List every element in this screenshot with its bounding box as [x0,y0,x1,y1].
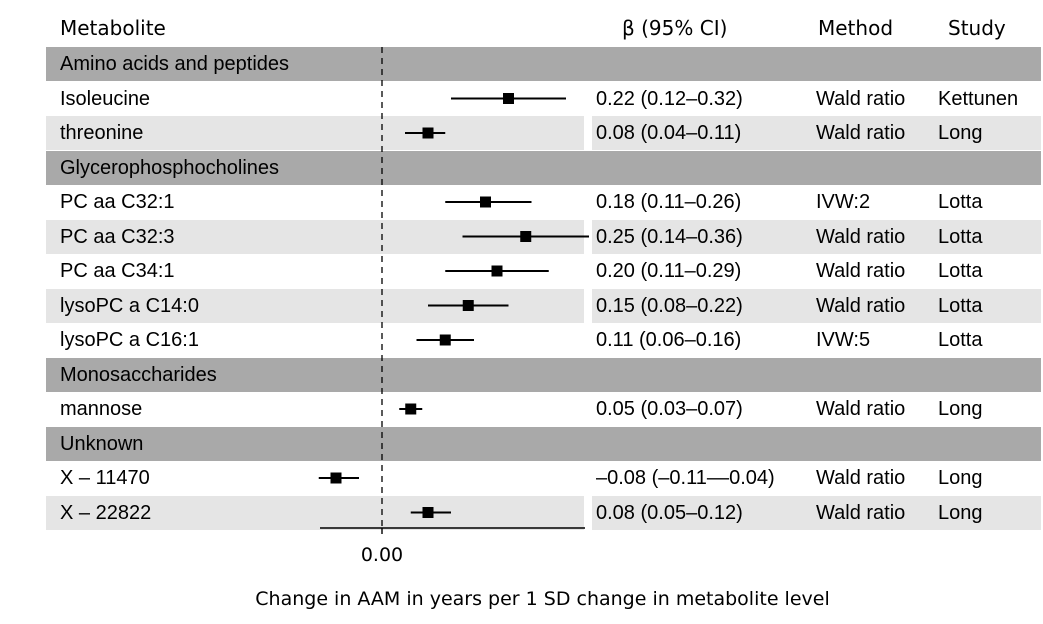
table-row: mannose 0.05 (0.03–0.07) Wald ratio Long [46,392,1041,426]
point-estimate [422,507,434,518]
beta-ci-text: 0.08 (0.05–0.12) [596,501,743,524]
group-row: Glycerophosphocholines [46,150,1041,185]
study-text: Long [938,398,983,420]
study-text: Lotta [938,225,983,248]
method-text: Wald ratio [816,398,906,420]
metabolite-label: lysoPC a C16:1 [60,329,199,351]
group-label: Glycerophosphocholines [60,156,280,179]
metabolite-label: mannose [60,398,143,420]
group-label: Amino acids and peptides [60,53,290,75]
table-row: PC aa C34:1 0.20 (0.11–0.29) Wald ratio Lot… [46,254,1041,288]
method-text: Wald ratio [816,87,906,110]
beta-ci-text: 0.18 (0.11–0.26) [596,191,742,213]
method-text: Wald ratio [816,260,906,282]
point-estimate [439,334,451,346]
method-text: IVW:5 [816,329,871,351]
beta-ci-text: 0.11 (0.06–0.16) [596,329,742,351]
row-band [592,495,1041,530]
beta-ci-text: 0.15 (0.08–0.22) [596,294,743,317]
metabolite-label: X – 22822 [60,501,152,524]
point-estimate [503,93,514,104]
metabolite-label: Isoleucine [60,87,151,110]
group-label: Monosaccharides [60,363,217,386]
metabolite-label: PC aa C34:1 [60,260,175,282]
beta-ci-text: 0.25 (0.14–0.36) [596,225,743,248]
metabolite-label: threonine [60,122,144,144]
beta-ci-text: 0.20 (0.11–0.29) [596,260,742,282]
group-row: Monosaccharides [46,357,1041,392]
table-row: PC aa C32:3 0.25 (0.14–0.36) Wald ratio Lot… [46,219,1041,254]
metabolite-label: PC aa C32:1 [60,191,175,213]
header-beta: β (95% CI) [622,16,728,40]
method-text: Wald ratio [816,501,906,524]
point-estimate [330,472,342,484]
header-study: Study [948,16,1006,40]
beta-ci-text: 0.22 (0.12–0.32) [596,87,743,110]
row-band [592,116,1041,150]
group-row: Amino acids and peptides [46,47,1041,81]
study-text: Long [938,122,983,144]
study-text: Lotta [938,260,983,282]
study-text: Long [938,467,983,489]
point-estimate [405,403,417,415]
method-text: Wald ratio [816,294,906,317]
row-band [592,288,1041,323]
table-row: Isoleucine 0.22 (0.12–0.32) Wald ratio Kett… [46,82,1041,116]
study-text: Kettunen [938,87,1019,110]
group-label: Unknown [60,432,144,455]
metabolite-label: PC aa C32:3 [60,225,175,248]
x-axis-title: Change in AAM in years per 1 SD change i… [255,588,830,610]
study-text: Lotta [938,294,983,317]
method-text: IVW:2 [816,191,871,213]
point-estimate [491,265,503,277]
table-row: X – 11470 –0.08 (–0.11––0.04) Wald ratio Lo… [46,461,1041,495]
study-text: Lotta [938,329,983,351]
beta-ci-text: 0.08 (0.04–0.11) [596,122,742,144]
table-row: X – 22822 0.08 (0.05–0.12) Wald ratio Long [46,495,1041,530]
point-estimate [480,196,491,208]
header-metabolite: Metabolite [60,16,166,40]
study-text: Long [938,501,983,524]
point-estimate [422,127,434,139]
row-band [592,219,1041,254]
method-text: Wald ratio [816,122,906,144]
header-method: Method [818,16,894,40]
table-row: PC aa C32:1 0.18 (0.11–0.26) IVW:2 Lotta [46,185,1041,219]
table-row: threonine 0.08 (0.04–0.11) Wald ratio Long [46,116,1041,150]
study-text: Lotta [938,191,983,213]
x-tick-label-zero: 0.00 [360,544,404,566]
metabolite-label: X – 11470 [60,467,150,489]
beta-ci-text: –0.08 (–0.11––0.04) [596,467,775,489]
method-text: Wald ratio [816,225,906,248]
metabolite-label: lysoPC a C14:0 [60,294,199,317]
beta-ci-text: 0.05 (0.03–0.07) [596,398,743,420]
method-text: Wald ratio [816,467,906,489]
point-estimate [462,300,474,311]
group-row: Unknown [46,426,1041,461]
table-row: lysoPC a C16:1 0.11 (0.06–0.16) IVW:5 Lotta [46,323,1041,357]
point-estimate [520,231,532,242]
